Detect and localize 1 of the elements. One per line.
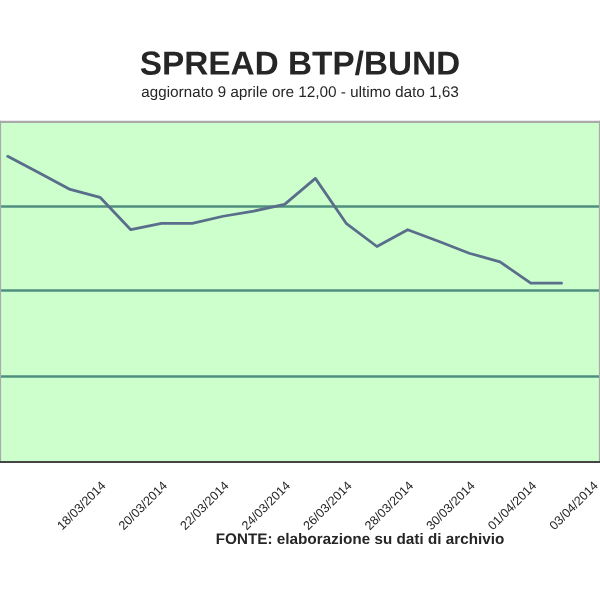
chart-title: SPREAD BTP/BUND — [140, 50, 459, 76]
